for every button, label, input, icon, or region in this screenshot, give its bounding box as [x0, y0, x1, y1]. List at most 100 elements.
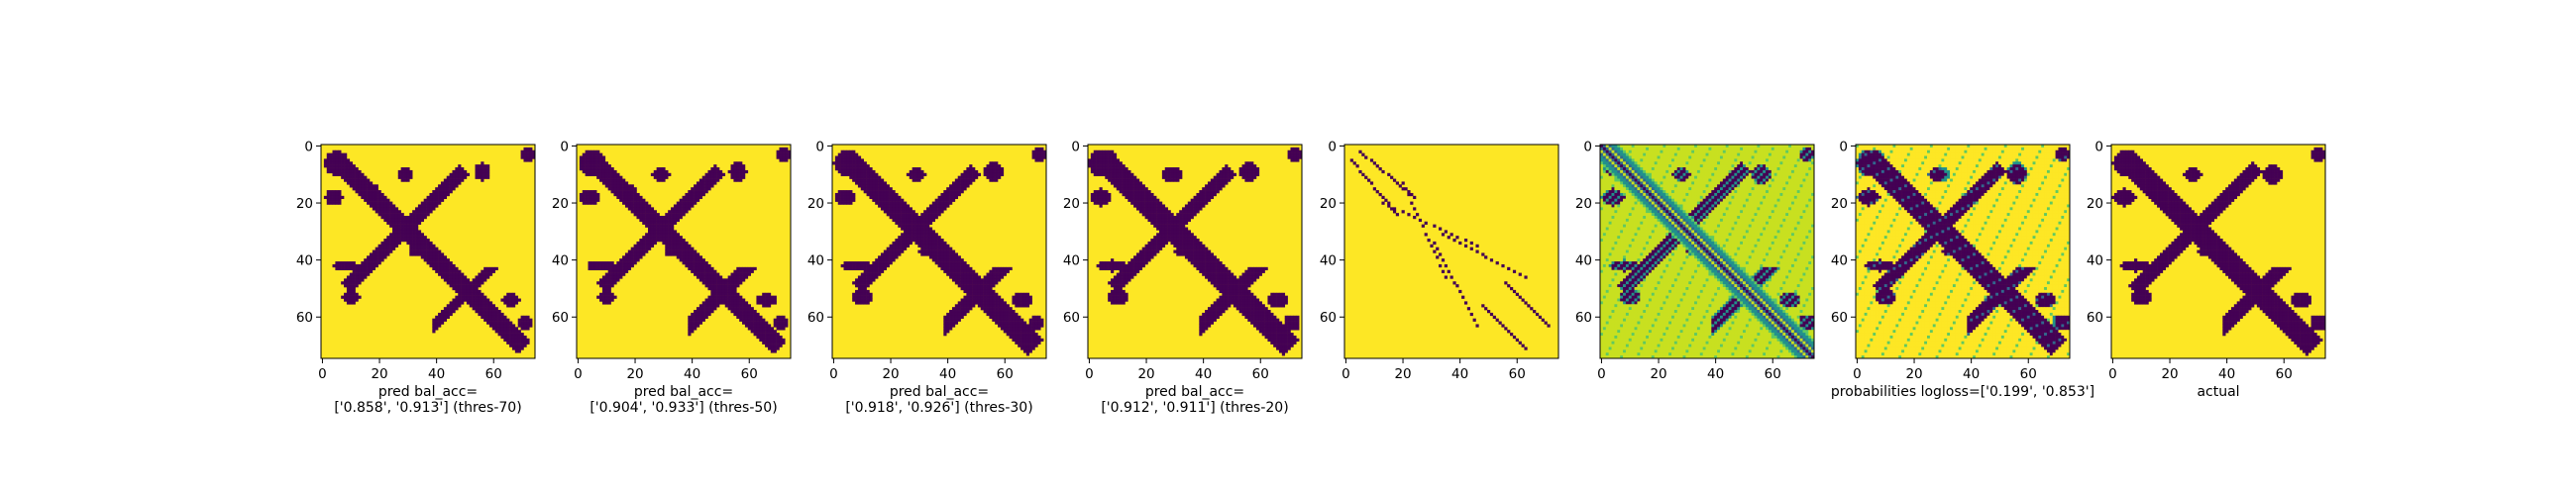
heatmap-cell: [389, 218, 393, 223]
heatmap-cell: [742, 172, 746, 176]
heatmap-cell: [446, 312, 450, 317]
heatmap-cell: [843, 192, 847, 197]
heatmap-cell: [392, 241, 396, 246]
heatmap-cell: [701, 278, 705, 282]
heatmap-cell: [837, 190, 841, 194]
heatmap-cell: [514, 298, 519, 302]
heatmap-cell: [523, 147, 527, 151]
heatmap-cell: [1161, 172, 1166, 176]
heatmap-cell: [1244, 278, 1248, 282]
heatmap-cell: [904, 216, 908, 220]
heatmap-cell: [1003, 304, 1007, 308]
heatmap-cell: [857, 167, 862, 171]
heatmap-cell: [898, 207, 902, 211]
heatmap-cell: [972, 304, 976, 308]
heatmap-cell: [1150, 252, 1154, 256]
heatmap-cell: [691, 249, 695, 253]
heatmap-cell: [355, 269, 359, 273]
heatmap-cell: [1119, 190, 1123, 194]
heatmap-cell: [1196, 247, 1200, 250]
heatmap-cell: [785, 318, 789, 322]
heatmap-cell: [875, 258, 879, 262]
heatmap-cell: [773, 301, 777, 305]
heatmap-cell: [1210, 255, 1215, 259]
heatmap-cell: [1108, 175, 1112, 179]
heatmap-cell: [481, 307, 484, 311]
heatmap-cell: [588, 149, 591, 153]
heatmap-cell: [636, 192, 640, 197]
heatmap-cell: [622, 178, 626, 182]
heatmap-cell: [346, 181, 351, 185]
heatmap-cell: [585, 164, 589, 168]
heatmap-cell: [369, 269, 374, 273]
heatmap-cell: [1244, 301, 1248, 305]
heatmap-cell: [872, 187, 876, 191]
heatmap-cell: [1270, 295, 1274, 299]
heatmap-cell: [682, 204, 686, 208]
heatmap-cell: [736, 312, 740, 317]
heatmap-cell: [1034, 152, 1038, 156]
heatmap-cell: [739, 295, 743, 299]
heatmap-cell: [779, 321, 783, 325]
heatmap-cell: [607, 261, 611, 265]
heatmap-cell: [1281, 295, 1286, 299]
heatmap-cell: [1231, 284, 1234, 288]
heatmap-cell: [957, 263, 961, 268]
heatmap-cell: [866, 190, 870, 194]
heatmap-cell: [1125, 192, 1128, 197]
heatmap-cell: [1150, 241, 1154, 246]
heatmap-cell: [840, 263, 844, 268]
heatmap-cell: [1233, 172, 1237, 176]
heatmap-cell: [488, 324, 493, 328]
heatmap-cell: [622, 195, 626, 200]
heatmap-cell: [691, 187, 695, 191]
heatmap-cell: [346, 295, 351, 299]
heatmap-cell: [526, 324, 530, 328]
heatmap-cell: [1144, 258, 1148, 262]
heatmap-cell: [880, 187, 885, 191]
heatmap-cell: [719, 295, 723, 299]
heatmap-cell: [1182, 213, 1186, 217]
heatmap-cell: [969, 287, 973, 291]
heatmap-cell: [983, 275, 987, 279]
heatmap-cell: [713, 298, 717, 302]
heatmap-cell: [954, 178, 959, 182]
heatmap-cell: [412, 241, 416, 246]
heatmap-cell: [532, 149, 536, 153]
heatmap-cell: [1235, 292, 1239, 296]
heatmap-cell: [1127, 269, 1131, 273]
heatmap-cell: [957, 301, 961, 305]
heatmap-cell: [688, 247, 692, 250]
x-tick-label: 60: [485, 366, 502, 382]
heatmap-cell: [514, 349, 519, 353]
heatmap-cell: [639, 204, 643, 208]
heatmap-cell: [1228, 284, 1232, 288]
heatmap-cell: [1164, 236, 1168, 240]
heatmap-cell: [1133, 195, 1137, 200]
heatmap-cell: [940, 255, 944, 259]
heatmap-cell: [1228, 298, 1232, 302]
heatmap-cell: [1108, 161, 1112, 165]
heatmap-cell: [1225, 178, 1229, 182]
heatmap-cell: [733, 269, 737, 273]
heatmap-cell: [520, 335, 524, 340]
heatmap-cell: [446, 281, 450, 285]
heatmap-cell: [355, 275, 359, 279]
heatmap-cell: [1000, 327, 1005, 331]
heatmap-cell: [1199, 252, 1203, 256]
heatmap-cell: [1141, 207, 1145, 211]
heatmap-cell: [599, 178, 603, 182]
heatmap-cell: [1119, 269, 1123, 273]
heatmap-cell: [1034, 321, 1038, 325]
heatmap-cell: [688, 266, 692, 271]
heatmap-cell: [840, 158, 844, 162]
heatmap-cell: [860, 164, 864, 168]
heatmap-cell: [878, 269, 882, 273]
heatmap-cell: [716, 167, 720, 171]
heatmap-cell: [1241, 295, 1245, 299]
heatmap-cell: [972, 278, 976, 282]
heatmap-cell: [923, 239, 927, 243]
heatmap-cell: [392, 216, 396, 220]
heatmap-cell: [951, 184, 956, 188]
heatmap-cell: [963, 312, 967, 317]
